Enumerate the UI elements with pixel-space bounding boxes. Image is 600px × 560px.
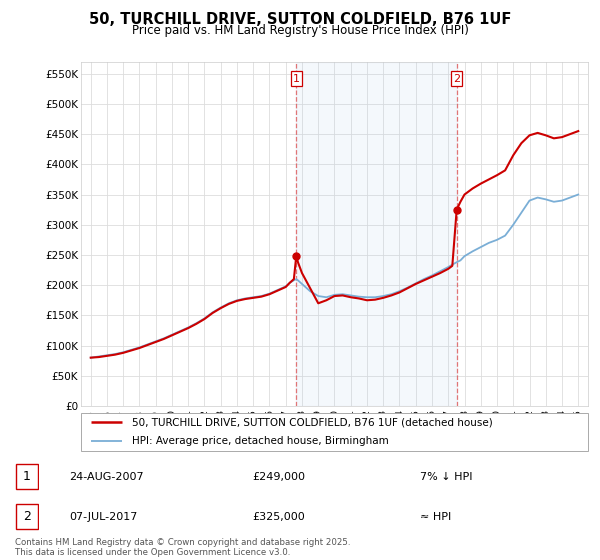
Text: Contains HM Land Registry data © Crown copyright and database right 2025.
This d: Contains HM Land Registry data © Crown c…: [15, 538, 350, 557]
Text: 7% ↓ HPI: 7% ↓ HPI: [420, 472, 473, 482]
Text: £325,000: £325,000: [252, 512, 305, 522]
Text: HPI: Average price, detached house, Birmingham: HPI: Average price, detached house, Birm…: [132, 436, 388, 446]
Text: 50, TURCHILL DRIVE, SUTTON COLDFIELD, B76 1UF: 50, TURCHILL DRIVE, SUTTON COLDFIELD, B7…: [89, 12, 511, 27]
Text: £249,000: £249,000: [252, 472, 305, 482]
Text: 24-AUG-2007: 24-AUG-2007: [69, 472, 143, 482]
Text: Price paid vs. HM Land Registry's House Price Index (HPI): Price paid vs. HM Land Registry's House …: [131, 24, 469, 37]
Text: 50, TURCHILL DRIVE, SUTTON COLDFIELD, B76 1UF (detached house): 50, TURCHILL DRIVE, SUTTON COLDFIELD, B7…: [132, 417, 493, 427]
Text: 1: 1: [23, 470, 31, 483]
Text: 07-JUL-2017: 07-JUL-2017: [69, 512, 137, 522]
Text: 1: 1: [293, 74, 300, 83]
Text: ≈ HPI: ≈ HPI: [420, 512, 451, 522]
Text: 2: 2: [453, 74, 460, 83]
Bar: [296, 62, 457, 406]
Text: 2: 2: [23, 510, 31, 524]
